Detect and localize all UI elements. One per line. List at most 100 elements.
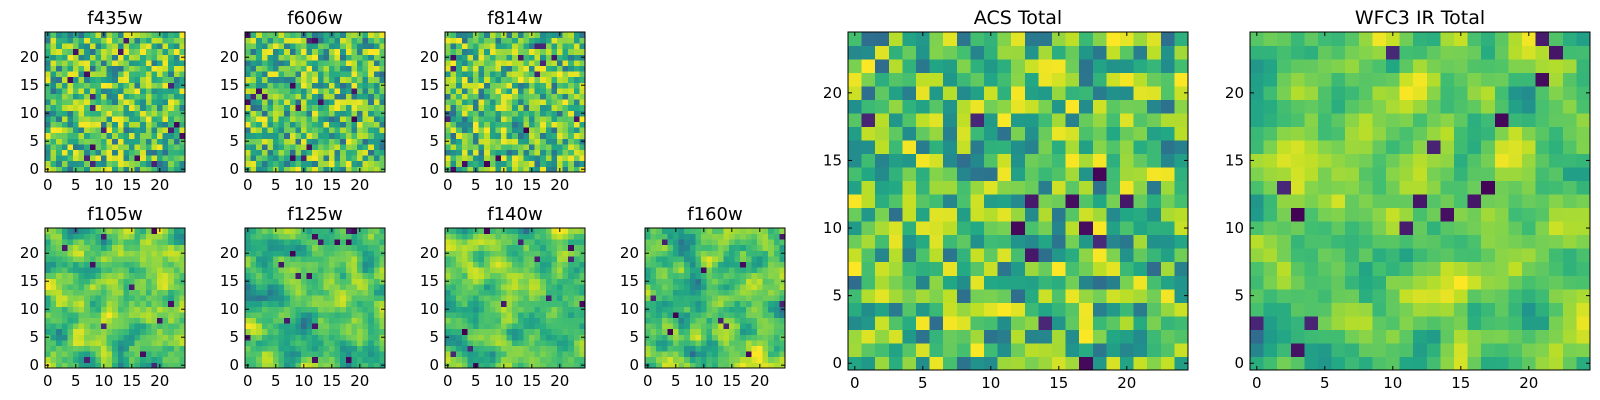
heatmap-cell	[179, 116, 186, 122]
heatmap-cell	[123, 132, 130, 139]
heatmap-cell	[740, 272, 747, 279]
heatmap-cell	[762, 228, 769, 234]
heatmap-cell	[512, 312, 519, 318]
heatmap-cell	[256, 54, 263, 61]
heatmap-cell	[888, 288, 903, 303]
heatmap-cell	[373, 228, 380, 234]
heatmap-cell	[340, 127, 347, 134]
heatmap-cell	[323, 278, 330, 285]
heatmap-cell	[157, 306, 163, 313]
heatmap-cell	[1147, 275, 1162, 290]
heatmap-cell	[484, 284, 491, 290]
heatmap-cell	[256, 233, 263, 240]
heatmap-cell	[312, 48, 319, 55]
heatmap-cell	[762, 250, 769, 257]
heatmap-cell	[267, 110, 274, 117]
heatmap-cell	[261, 138, 268, 145]
heatmap-cell	[245, 256, 251, 262]
heatmap-cell	[56, 228, 63, 234]
heatmap-cell	[362, 121, 369, 128]
heatmap-cell	[956, 194, 971, 209]
heatmap-cell	[140, 127, 147, 134]
heatmap-cell	[173, 166, 180, 173]
heatmap-cell	[501, 82, 507, 89]
heatmap-cell	[461, 272, 468, 279]
heatmap-cell	[334, 256, 341, 262]
heatmap-cell	[551, 71, 558, 78]
heatmap-cell	[95, 54, 102, 61]
heatmap-cell	[573, 351, 580, 358]
heatmap-cell	[773, 233, 780, 240]
heatmap-cell	[278, 267, 285, 274]
heatmap-cell	[151, 48, 158, 55]
heatmap-cell	[512, 317, 519, 324]
heatmap-cell	[301, 160, 307, 167]
heatmap-cell	[568, 356, 575, 363]
heatmap-cell	[267, 93, 274, 100]
heatmap-cell	[129, 317, 135, 324]
heatmap-cell	[162, 244, 169, 251]
heatmap-cell	[461, 76, 468, 83]
heatmap-cell	[512, 166, 519, 173]
heatmap-cell	[573, 317, 580, 324]
heatmap-cell	[278, 166, 285, 173]
heatmap-cell	[151, 144, 158, 150]
heatmap-cell	[301, 261, 307, 268]
heatmap-cell	[273, 295, 279, 302]
heatmap-cell	[461, 345, 468, 352]
heatmap-cell	[579, 48, 586, 55]
heatmap-cell	[673, 328, 679, 335]
heatmap-cell	[61, 93, 68, 100]
heatmap-cell	[473, 345, 479, 352]
heatmap-cell	[523, 244, 530, 251]
heatmap-cell	[545, 82, 552, 89]
heatmap-cell	[450, 345, 457, 352]
heatmap-cell	[478, 54, 485, 61]
heatmap-cell	[1120, 342, 1134, 357]
heatmap-cell	[473, 121, 479, 128]
heatmap-cell	[56, 340, 63, 346]
heatmap-cell	[162, 110, 169, 117]
heatmap-cell	[1147, 329, 1162, 344]
heatmap-cell	[256, 228, 263, 234]
heatmap-cell	[329, 351, 335, 358]
heatmap-cell	[112, 306, 119, 313]
heatmap-cell	[695, 256, 702, 262]
heatmap-cell	[717, 317, 724, 324]
heatmap-cell	[545, 71, 552, 78]
heatmap-cell	[317, 99, 324, 106]
heatmap-cell	[362, 37, 369, 44]
heatmap-cell	[562, 256, 569, 262]
heatmap-cell	[78, 300, 85, 307]
heatmap-cell	[929, 275, 944, 290]
heatmap-cell	[256, 345, 263, 352]
heatmap-cell	[345, 99, 352, 106]
heatmap-cell	[545, 334, 552, 341]
heatmap-cell	[289, 317, 296, 324]
heatmap-cell	[478, 284, 485, 290]
heatmap-cell	[357, 43, 363, 50]
heatmap-cell	[695, 328, 702, 335]
heatmap-cell	[762, 261, 769, 268]
heatmap-cell	[351, 104, 358, 111]
heatmap-cell	[168, 116, 175, 122]
heatmap-cell	[134, 82, 141, 89]
heatmap-cell	[78, 345, 85, 352]
heatmap-cell	[456, 278, 463, 285]
heatmap-cell	[495, 239, 502, 246]
heatmap-cell	[56, 233, 63, 240]
heatmap-cell	[745, 233, 752, 240]
heatmap-cell	[329, 256, 335, 262]
heatmap-cell	[123, 48, 130, 55]
heatmap-cell	[267, 127, 274, 134]
heatmap-cell	[557, 300, 563, 307]
heatmap-cell	[689, 345, 696, 352]
heatmap-cell	[301, 144, 307, 150]
heatmap-cell	[579, 345, 586, 352]
heatmap-cell	[762, 328, 769, 335]
heatmap-cell	[351, 312, 358, 318]
heatmap-cell	[551, 345, 558, 352]
heatmap-cell	[501, 99, 507, 106]
heatmap-cell	[495, 149, 502, 156]
heatmap-cell	[368, 284, 375, 290]
